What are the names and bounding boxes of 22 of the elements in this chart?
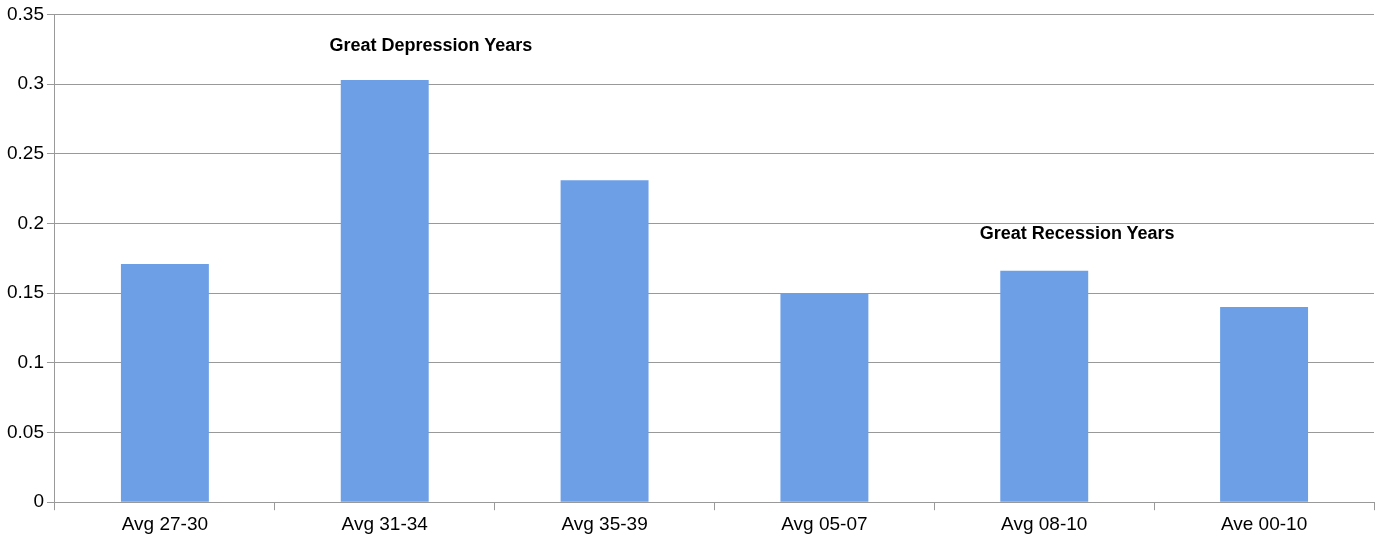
- bar: [120, 263, 209, 502]
- x-tick-label: Avg 35-39: [561, 512, 648, 534]
- y-tick-label: 0.2: [17, 211, 44, 233]
- bar: [1000, 270, 1089, 502]
- y-tick-label: 0: [33, 490, 44, 512]
- x-tick-label: Avg 08-10: [1001, 512, 1088, 534]
- y-tick-label: 0.05: [7, 420, 44, 442]
- y-tick-label: 0.25: [7, 142, 44, 164]
- annotation: Great Depression Years: [329, 35, 533, 56]
- x-tick-label: Avg 05-07: [781, 512, 868, 534]
- y-tick-label: 0.3: [17, 72, 44, 94]
- annotation: Great Recession Years: [979, 222, 1175, 243]
- y-tick-label: 0.15: [7, 281, 44, 303]
- bar: [560, 180, 649, 502]
- bar: [340, 79, 429, 502]
- x-tick-label: Avg 31-34: [341, 512, 429, 534]
- x-tick-label: Ave 00-10: [1220, 512, 1308, 534]
- bar: [1220, 307, 1309, 502]
- y-tick-label: 0.1: [17, 351, 44, 373]
- x-tick-label: Avg 27-30: [121, 512, 209, 534]
- bar: [780, 293, 869, 502]
- y-tick-label: 0.35: [7, 2, 44, 24]
